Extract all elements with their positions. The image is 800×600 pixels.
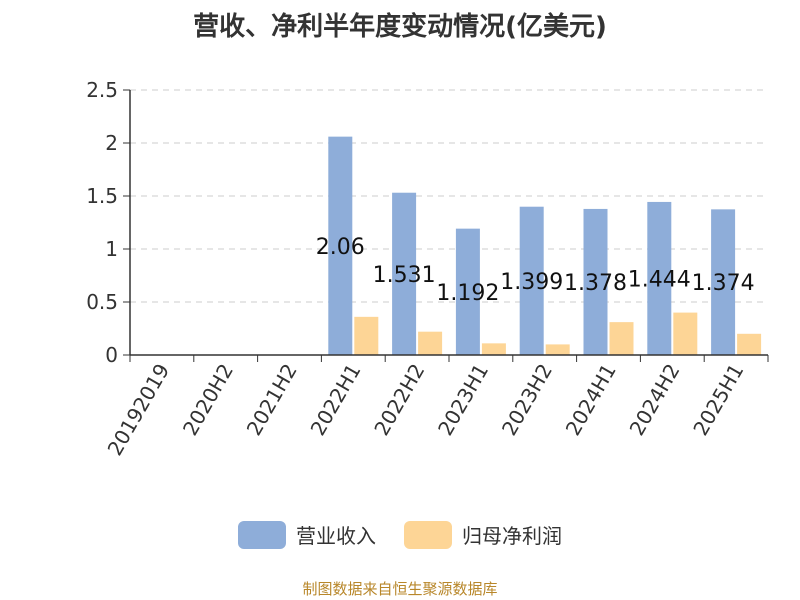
bar-net-profit[interactable]: [737, 333, 762, 355]
x-tick-label: 2021H2: [242, 360, 302, 440]
legend-swatch-net-profit: [404, 520, 452, 549]
bar-revenue[interactable]: [711, 209, 736, 355]
legend-swatch-revenue: [238, 520, 286, 549]
legend: 营业收入 归母净利润: [0, 520, 800, 549]
bar-revenue[interactable]: [519, 206, 544, 355]
x-tick-label: 2022H2: [369, 360, 429, 440]
x-tick-label: 2024H2: [625, 360, 685, 440]
y-tick-label: 0: [105, 343, 118, 367]
y-tick-label: 2: [105, 131, 118, 155]
x-tick-label: 2023H1: [433, 360, 493, 440]
data-label: 1.374: [692, 271, 755, 296]
data-label: 1.531: [373, 263, 436, 288]
bar-net-profit[interactable]: [481, 343, 506, 355]
bar-net-profit[interactable]: [418, 331, 443, 355]
data-label: 2.06: [316, 235, 365, 260]
bars: [328, 136, 762, 355]
bar-net-profit[interactable]: [354, 316, 379, 355]
data-label: 1.444: [628, 267, 691, 292]
y-tick-label: 1.5: [86, 184, 118, 208]
x-tick-label: 2024H1: [561, 360, 621, 440]
chart-title: 营收、净利半年度变动情况(亿美元): [193, 12, 607, 42]
bar-revenue[interactable]: [455, 228, 480, 355]
y-tick-label: 2.5: [86, 78, 118, 102]
x-tick-label: 2025H1: [688, 360, 748, 440]
data-label: 1.378: [564, 271, 627, 296]
bar-net-profit[interactable]: [673, 312, 698, 355]
data-label: 1.192: [436, 281, 499, 306]
bar-net-profit[interactable]: [609, 322, 634, 355]
source-note: 制图数据来自恒生聚源数据库: [302, 580, 498, 598]
legend-label-net-profit: 归母净利润: [462, 524, 562, 548]
bar-revenue[interactable]: [392, 192, 417, 355]
legend-label-revenue: 营业收入: [296, 524, 376, 548]
y-tick-label: 0.5: [86, 290, 118, 314]
x-tick-label: 2020H2: [178, 360, 238, 440]
legend-item-net-profit[interactable]: 归母净利润: [404, 520, 562, 549]
x-tick-label: 20192019: [103, 360, 175, 460]
y-tick-label: 1: [105, 237, 118, 261]
bar-revenue[interactable]: [583, 208, 608, 355]
bar-revenue[interactable]: [647, 201, 672, 355]
data-label: 1.399: [500, 270, 563, 295]
x-tick-label: 2022H1: [306, 360, 366, 440]
legend-item-revenue[interactable]: 营业收入: [238, 520, 376, 549]
bar-net-profit[interactable]: [545, 344, 570, 355]
bar-revenue[interactable]: [328, 136, 353, 355]
x-tick-label: 2023H2: [497, 360, 557, 440]
